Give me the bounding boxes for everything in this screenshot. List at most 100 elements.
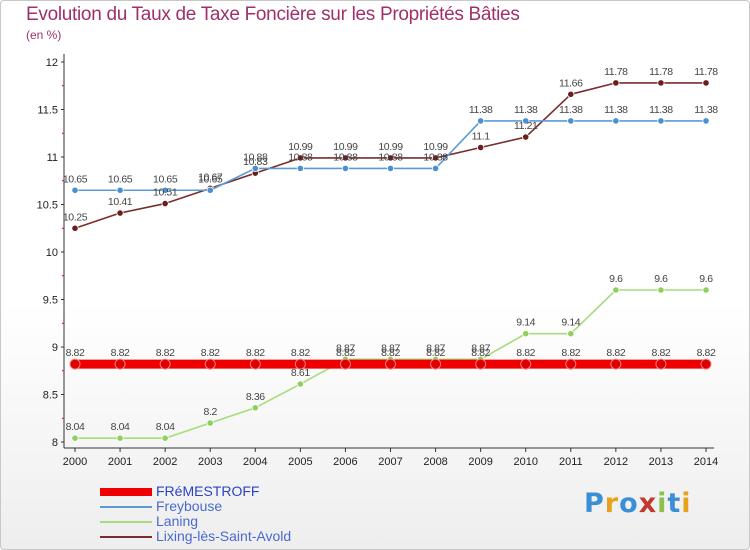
line-chart: 8 8.5 9 9.5 10 10.5 11 11.5 12 2000 2001 2002 2003 20… (37, 54, 719, 468)
y-tick-label: 11.5 (37, 105, 58, 117)
data-point (159, 358, 171, 370)
data-label: 11.1 (472, 131, 491, 143)
data-point (116, 209, 124, 217)
data-point (477, 143, 485, 152)
data-label: 11.78 (604, 66, 628, 78)
data-label: 8.82 (426, 347, 445, 359)
data-point (567, 330, 575, 338)
data-point (477, 117, 485, 125)
data-point (114, 358, 126, 370)
data-label: 8.82 (561, 347, 580, 359)
data-point (296, 154, 304, 162)
data-label: 10.99 (378, 141, 403, 153)
data-label: 8.87 (471, 342, 490, 354)
data-point (71, 434, 79, 442)
legend-label: Lixing-lès-Saint-Avold (156, 528, 292, 544)
data-point (386, 154, 395, 162)
data-label: 10.88 (243, 151, 268, 163)
data-point (296, 164, 304, 172)
data-label: 11.66 (559, 77, 583, 89)
legend-label: Laning (156, 513, 199, 529)
y-tick-label: 11 (47, 152, 58, 164)
data-point (341, 164, 350, 172)
data-label: 11.38 (469, 104, 493, 116)
x-tick-label: 2013 (649, 456, 673, 468)
legend-swatch (100, 506, 152, 508)
data-label: 8.04 (111, 421, 130, 433)
legend-swatch (100, 521, 152, 523)
data-label: 8.82 (697, 347, 716, 359)
data-label: 10.65 (153, 173, 178, 185)
chart-title: Evolution du Taux de Taxe Foncière sur l… (26, 4, 520, 25)
data-label: 8.04 (66, 421, 85, 433)
data-point (612, 286, 620, 294)
data-label: 8.36 (246, 391, 265, 403)
data-point (69, 358, 81, 370)
data-label: 8.61 (291, 367, 310, 379)
data-label: 8.2 (204, 406, 218, 418)
x-tick-label: 2002 (153, 456, 177, 468)
legend-swatch (100, 488, 152, 496)
series-layer (69, 79, 712, 442)
data-point (610, 358, 622, 370)
data-point (116, 186, 124, 194)
data-label: 11.38 (559, 104, 583, 116)
data-label: 8.87 (381, 342, 400, 354)
legend-swatch (100, 536, 152, 538)
data-point (161, 186, 169, 194)
data-label: 10.88 (333, 151, 358, 163)
x-tick-label: 2011 (559, 456, 583, 468)
data-label: 11.78 (649, 66, 673, 78)
x-tick-label: 2007 (378, 456, 402, 468)
x-tick-label: 2004 (243, 456, 267, 468)
data-point (567, 117, 575, 125)
data-point (294, 358, 306, 370)
data-point (71, 186, 79, 194)
data-point (431, 154, 440, 162)
proxiti-logo: Proxiti (584, 488, 692, 519)
data-label: 11.38 (604, 104, 628, 116)
logo-letter: P (584, 488, 605, 519)
data-label: 8.82 (156, 347, 175, 359)
data-label: 10.88 (288, 151, 313, 163)
data-point (657, 79, 665, 87)
data-label: 10.99 (423, 141, 448, 153)
data-point (296, 380, 304, 388)
x-tick-label: 2003 (198, 456, 222, 468)
x-tick-label: 2005 (288, 456, 312, 468)
data-label: 10.65 (108, 173, 133, 185)
data-label: 8.82 (516, 347, 535, 359)
data-point (251, 404, 259, 412)
data-labels: 10.25 10.41 10.51 10.67 10.83 10.99 10.99 10.99… (63, 66, 719, 433)
logo-letter: r (604, 488, 620, 519)
data-label: 8.82 (201, 347, 220, 359)
data-point (386, 164, 395, 172)
data-label: 8.82 (66, 347, 85, 359)
y-tick-label: 9 (52, 342, 58, 354)
x-tick-label: 2012 (604, 456, 628, 468)
data-point (612, 79, 620, 87)
logo-letter: i (657, 488, 668, 519)
data-point (206, 419, 214, 427)
data-label: 8.82 (291, 347, 310, 359)
data-point (657, 117, 665, 125)
x-tick-label: 2010 (513, 456, 537, 468)
data-label: 10.83 (243, 156, 268, 168)
data-label: 10.88 (423, 151, 448, 163)
data-label: 11.78 (694, 66, 718, 78)
x-tick-label: 2008 (423, 456, 447, 468)
data-label: 11.38 (694, 104, 718, 116)
data-label: 10.65 (198, 173, 223, 185)
data-label: 8.82 (336, 347, 355, 359)
y-tick-label: 12 (46, 57, 58, 69)
data-point (161, 434, 169, 442)
data-point (702, 117, 710, 125)
y-tick-label: 10 (46, 247, 58, 259)
x-tick-label: 2009 (468, 456, 492, 468)
data-label: 10.65 (63, 173, 88, 185)
data-point (702, 79, 710, 87)
data-point (475, 358, 487, 370)
logo-letter: o (619, 488, 639, 519)
logo-letter: x (638, 488, 658, 519)
y-tick-label: 10.5 (37, 200, 58, 212)
